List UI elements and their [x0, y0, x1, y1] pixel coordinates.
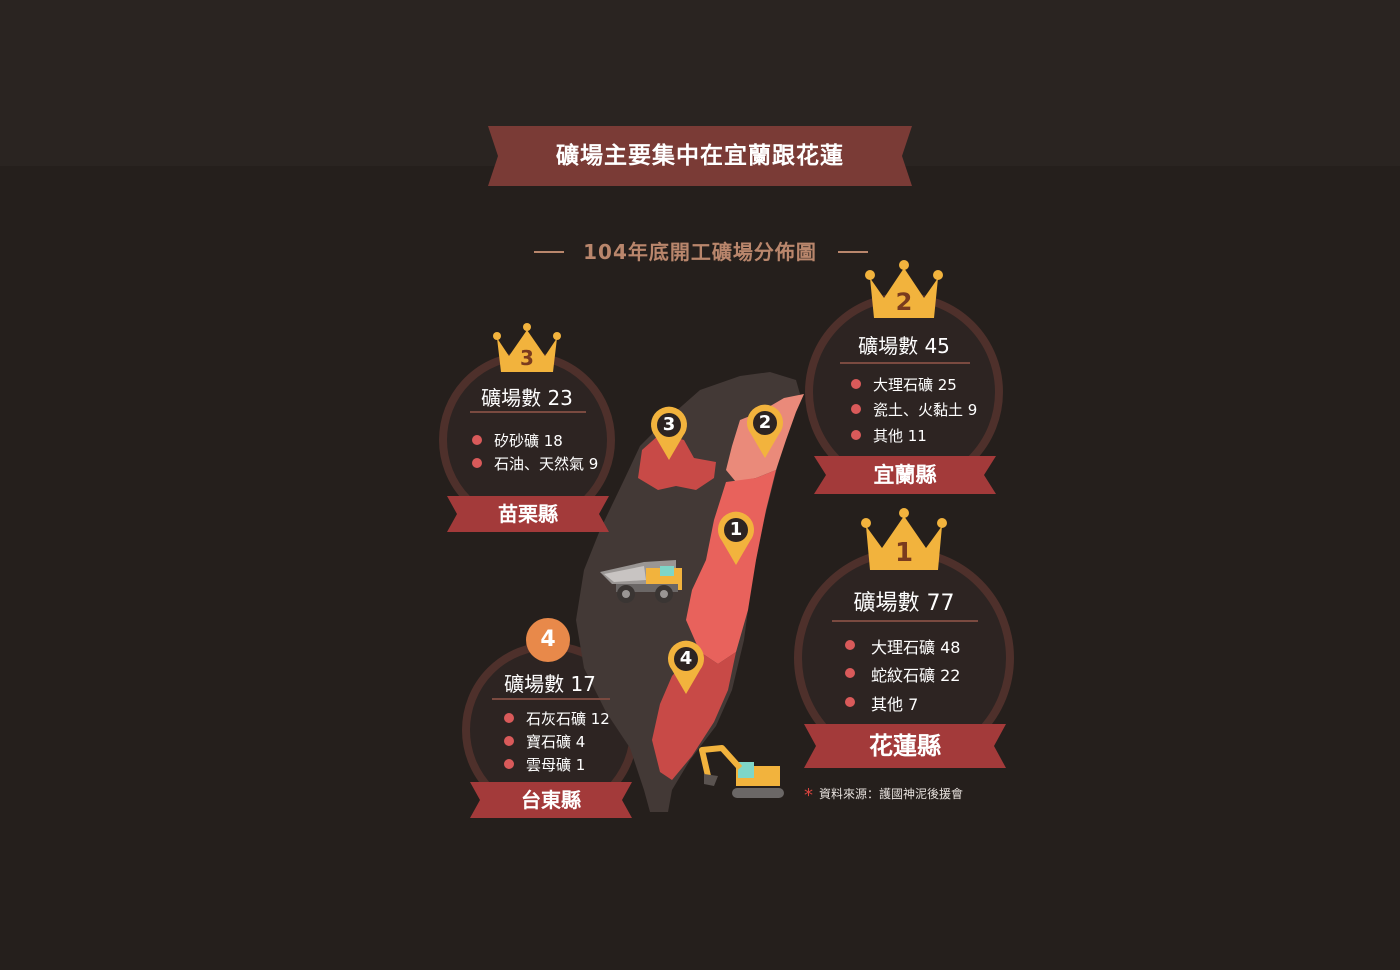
map-pin-icon-4 — [667, 640, 704, 694]
subtitle-dash-right — [838, 251, 868, 253]
taitung-item-label: 寶石礦 4 — [526, 733, 586, 751]
hualien-total: 礦場數 77 — [853, 591, 955, 616]
yilan-total: 礦場數 45 — [858, 334, 950, 358]
crown-rank-1: 1 — [894, 538, 914, 568]
yilan-divider — [840, 362, 970, 364]
bullet-dot — [851, 379, 861, 389]
bullet-dot — [845, 668, 855, 678]
hualien-name: 花蓮縣 — [869, 732, 941, 760]
star-icon: * — [804, 785, 813, 806]
bullet-dot — [504, 759, 514, 769]
miaoli-name: 苗栗縣 — [498, 502, 558, 526]
hualien-item-label: 大理石礦 48 — [871, 638, 961, 657]
ribbon-shape — [488, 126, 912, 186]
yilan-item-label: 瓷土、火黏土 9 — [873, 401, 978, 419]
taitung-item-label: 石灰石礦 12 — [526, 710, 610, 728]
bullet-dot — [504, 736, 514, 746]
yilan-item-label: 其他 11 — [873, 427, 927, 445]
hualien-region — [686, 470, 776, 664]
hualien-item-label: 蛇紋石礦 22 — [871, 666, 961, 685]
bullet-dot — [504, 713, 514, 723]
map-pin-icon-1 — [718, 511, 754, 565]
map-pin-icon-3 — [651, 406, 687, 460]
map-pin-label-4: 4 — [679, 648, 693, 669]
crown-rank-2: 2 — [895, 288, 913, 316]
taitung-region — [652, 652, 736, 780]
miaoli-divider — [470, 411, 586, 413]
yilan-banner: 宜蘭縣 — [814, 456, 996, 494]
taitung-item-label: 雲母礦 1 — [526, 756, 586, 774]
page-title: 礦場主要集中在宜蘭跟花蓮 — [556, 143, 844, 169]
taitung-total: 礦場數 17 — [504, 672, 596, 696]
miaoli-total: 礦場數 23 — [481, 386, 573, 410]
map-pin-icon-2 — [747, 404, 783, 458]
map-pin-label-3: 3 — [662, 414, 676, 435]
bullet-dot — [851, 430, 861, 440]
hualien-divider — [832, 620, 978, 622]
source-note: * 資料來源：護國神泥後援會 — [804, 782, 964, 806]
taitung-divider — [492, 698, 610, 700]
bullet-dot — [845, 697, 855, 707]
yilan-name: 宜蘭縣 — [873, 463, 937, 487]
miaoli-region — [638, 434, 716, 490]
yilan-item-label: 大理石礦 25 — [873, 376, 957, 394]
excavator-icon — [699, 745, 784, 798]
source-text: 資料來源：護國神泥後援會 — [819, 787, 964, 801]
taitung-banner: 台東縣 — [470, 782, 632, 818]
miaoli-item-label: 石油、天然氣 9 — [494, 455, 599, 473]
crown-icon-1 — [861, 508, 947, 570]
crown-icon-2 — [865, 260, 943, 318]
bullet-dot — [472, 458, 482, 468]
subtitle-dash-left — [534, 251, 564, 253]
hualien-banner: 花蓮縣 — [804, 724, 1006, 768]
hualien-item-label: 其他 7 — [871, 695, 919, 714]
rank-badge-4: 4 — [526, 618, 570, 662]
map-pin-label-2: 2 — [758, 412, 772, 433]
bullet-dot — [851, 404, 861, 414]
miaoli-item-label: 矽砂礦 18 — [494, 432, 563, 450]
crown-rank-3: 3 — [520, 346, 534, 370]
bullet-dot — [845, 640, 855, 650]
dump-truck-icon — [600, 560, 682, 603]
taitung-name: 台東縣 — [521, 788, 581, 812]
subtitle-text: 104年底開工礦場分佈圖 — [583, 240, 817, 264]
bullet-dot — [472, 435, 482, 445]
title-ribbon: 礦場主要集中在宜蘭跟花蓮 — [488, 126, 912, 186]
map-subtitle: 104年底開工礦場分佈圖 — [520, 236, 880, 268]
miaoli-banner: 苗栗縣 — [447, 496, 609, 532]
crown-icon-3 — [493, 323, 561, 372]
map-pin-label-1: 1 — [729, 519, 743, 540]
